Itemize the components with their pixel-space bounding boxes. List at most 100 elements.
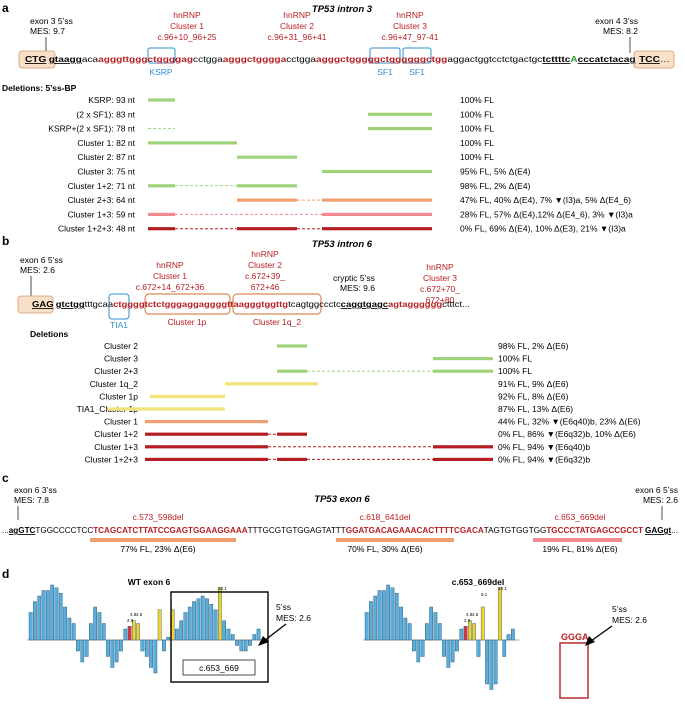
score-bar xyxy=(239,639,244,652)
gggа-box xyxy=(559,642,589,699)
score-bar xyxy=(256,628,261,641)
deletion-result: 98% FL, 2% Δ(E4) xyxy=(460,181,531,191)
deletion-result: 100% FL xyxy=(460,95,494,105)
score-bar xyxy=(71,623,76,641)
score-bar xyxy=(213,609,218,641)
deletion-row: Cluster 2 98% FL, 2% Δ(E6) xyxy=(104,341,569,351)
del-ss-arrowhead xyxy=(585,636,595,646)
score-bar xyxy=(489,639,494,690)
deletion-bar xyxy=(322,227,432,231)
score-bar xyxy=(144,639,149,657)
panel-a: a TP53 intron 3 exon 3 5’ss MES: 9.7 exo… xyxy=(2,1,675,234)
exon6-sequence: ...agGTCTGGCCCCTCCTCAGCATCTTATCCGAGTGGAA… xyxy=(2,525,678,535)
cryptic-ss-label: cryptic 5’ss xyxy=(333,273,375,283)
score-bar xyxy=(446,639,451,668)
score-label: 4.5 xyxy=(472,612,479,617)
deletion-row: Cluster 3: 75 nt 95% FL, 5% Δ(E4) xyxy=(77,167,530,177)
deletion-name: Cluster 2 xyxy=(104,341,138,351)
score-bar xyxy=(498,587,502,641)
deletion-result: 28% FL, 57% Δ(E4),12% Δ(E4_6), 3% ▼(I3)a xyxy=(460,209,633,219)
c-del2-label: c.618_641del xyxy=(359,512,410,522)
b-cluster1-range: c.672+14_672+36 xyxy=(136,282,205,292)
score-bar xyxy=(390,587,395,641)
score-bar xyxy=(153,639,158,674)
score-bar xyxy=(76,639,80,652)
score-bar xyxy=(183,612,188,641)
score-bar xyxy=(28,612,33,641)
deletion-row: Cluster 1+3 0% FL, 94% ▼(E6q40)b xyxy=(94,442,590,452)
b-cluster2-name: Cluster 2 xyxy=(248,260,282,270)
score-bar xyxy=(468,620,472,641)
score-bar xyxy=(162,639,166,652)
score-bar xyxy=(502,639,507,657)
deletion-bar xyxy=(148,227,175,231)
deletion-name: Cluster 1q_2 xyxy=(90,379,138,389)
score-bar xyxy=(187,606,192,641)
score-bar xyxy=(54,587,59,641)
b-cluster2-hnrnp: hnRNP xyxy=(251,249,279,259)
deletion-bar xyxy=(225,382,318,386)
score-bar xyxy=(97,612,102,641)
score-bar xyxy=(373,595,378,641)
sf1-label-1: SF1 xyxy=(377,67,393,77)
deletion-bar xyxy=(237,184,297,188)
score-bar xyxy=(493,639,498,685)
score-label: 4.8 xyxy=(466,612,473,617)
deletion-bar xyxy=(322,198,432,202)
score-bar xyxy=(412,639,416,652)
score-bar xyxy=(157,609,162,641)
deletion-bar xyxy=(148,98,175,102)
deletion-row: (2 x SF1): 83 nt 100% FL xyxy=(76,109,494,119)
deletion-bar xyxy=(237,155,297,159)
sf1-box-2 xyxy=(402,47,432,64)
deletion-bar xyxy=(368,127,432,131)
deletion-name: Cluster 1p xyxy=(99,391,138,401)
score-bar xyxy=(442,639,446,657)
panel-a-cluster-labels: hnRNP Cluster 1 c.96+10_96+25 hnRNP Clus… xyxy=(157,10,438,42)
score-bar xyxy=(140,639,145,652)
a-cluster1-name: Cluster 1 xyxy=(170,21,204,31)
score-bar xyxy=(106,639,110,657)
score-bar xyxy=(463,626,468,641)
score-bar xyxy=(235,639,239,646)
score-bar xyxy=(222,620,226,641)
deletion-result: 0% FL, 94% ▼(E6q32)b xyxy=(498,454,590,464)
score-label: 2.9 xyxy=(127,618,134,623)
deletion-name: Cluster 2: 87 nt xyxy=(77,152,135,162)
deletion-row: Cluster 1q_2 91% FL, 9% Δ(E6) xyxy=(90,379,569,389)
tia1-label: TIA1 xyxy=(110,320,128,330)
deletion-name: KSRP: 93 nt xyxy=(88,95,135,105)
score-bar xyxy=(205,598,209,641)
b-cluster1-hnrnp: hnRNP xyxy=(156,260,184,270)
cluster1p-box xyxy=(144,293,231,315)
wt-ss-arrowhead xyxy=(258,636,269,646)
score-bar xyxy=(433,612,438,641)
score-bar xyxy=(506,634,511,641)
score-bar xyxy=(200,595,205,641)
panel-d: d WT exon 6 c.653_669del 2.94.8 4.510.1 2… xyxy=(2,567,647,699)
deletion-row: Cluster 1+2: 71 nt 98% FL, 2% Δ(E4) xyxy=(68,181,531,191)
deletion-result: 0% FL, 94% ▼(E6q40)b xyxy=(498,442,590,452)
deletion-row: Cluster 1: 82 nt 100% FL xyxy=(77,138,494,148)
deletion-row: Cluster 2+3 100% FL xyxy=(94,366,532,376)
exon6-5ss-label: exon 6 5’ss xyxy=(635,485,678,495)
wt-ss-label: 5’ss xyxy=(276,602,291,612)
c-del3-result: 19% FL, 81% Δ(E6) xyxy=(542,544,617,554)
panel-c-title: TP53 exon 6 xyxy=(314,494,370,505)
a-cluster3-name: Cluster 3 xyxy=(393,21,427,31)
deletion-bar xyxy=(277,344,307,348)
c-del3-label: c.653_669del xyxy=(554,512,605,522)
c653-669-region-box xyxy=(170,591,269,683)
exon6-3ss-label: exon 6 3’ss xyxy=(14,485,57,495)
c653-669-label: c.653_669 xyxy=(199,663,239,673)
c-del2-bar xyxy=(336,538,454,542)
score-bar xyxy=(196,598,201,641)
deletion-row: Cluster 1 44% FL, 32% ▼(E6q40)b, 23% Δ(E6… xyxy=(104,417,641,427)
deletion-name: (2 x SF1): 83 nt xyxy=(76,109,135,119)
deletion-result: 87% FL, 13% Δ(E6) xyxy=(498,404,573,414)
score-bar xyxy=(217,587,222,641)
sf1-label-2: SF1 xyxy=(409,67,425,77)
c-del2-result: 70% FL, 30% Δ(E6) xyxy=(347,544,422,554)
del-splice-plot: 2.94.8 4.5 9.1 10.1 xyxy=(363,584,520,690)
deletion-name: Cluster 2+3: 64 nt xyxy=(68,195,136,205)
